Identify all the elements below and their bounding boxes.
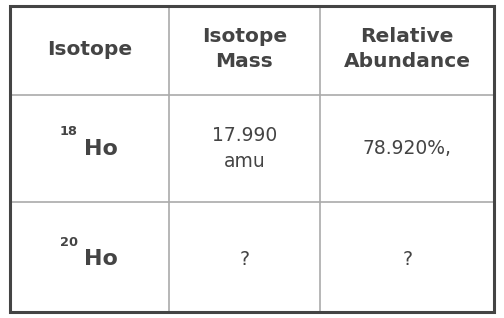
Text: 17.990
amu: 17.990 amu bbox=[212, 126, 277, 171]
Text: Isotope: Isotope bbox=[47, 40, 132, 59]
Text: 18: 18 bbox=[59, 126, 78, 138]
Text: ?: ? bbox=[239, 250, 249, 269]
Text: 78.920%,: 78.920%, bbox=[363, 139, 452, 158]
Text: ?: ? bbox=[402, 250, 412, 269]
Text: Ho: Ho bbox=[84, 249, 118, 269]
Text: Ho: Ho bbox=[84, 139, 118, 158]
Text: Isotope
Mass: Isotope Mass bbox=[202, 27, 287, 71]
Text: Relative
Abundance: Relative Abundance bbox=[344, 27, 471, 71]
Text: 20: 20 bbox=[59, 236, 78, 249]
